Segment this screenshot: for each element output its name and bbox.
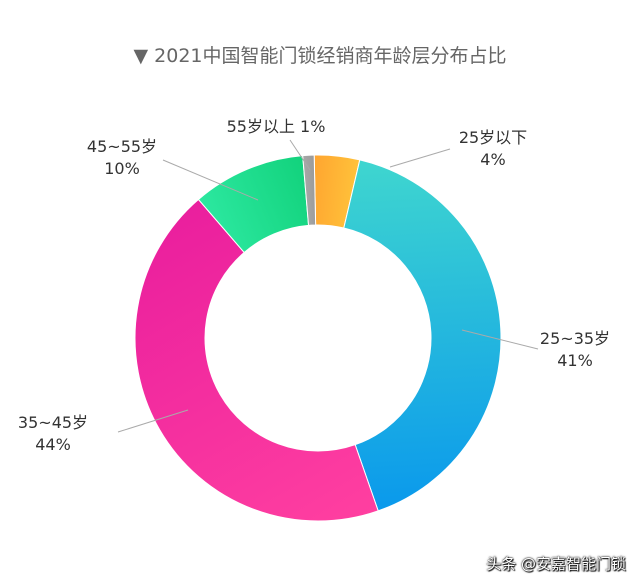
watermark: 头条 @安嘉智能门锁 — [486, 555, 626, 573]
slice-value-4: 10% — [104, 159, 140, 178]
donut-slice-5 — [302, 154, 317, 226]
leader-line-4 — [162, 159, 259, 201]
slice-value-1: 4% — [480, 150, 505, 169]
slice-value-2: 41% — [557, 351, 593, 370]
leader-line-3 — [117, 409, 189, 433]
donut-slice-2 — [343, 159, 502, 512]
slice-labels: 25岁以下 4% 25~35岁 41% 35~45岁 44% 45~55岁 10% 55岁以上 … — [18, 117, 610, 454]
leader-line-2 — [461, 329, 539, 350]
donut-slice-3 — [134, 198, 379, 522]
donut-slices — [134, 154, 502, 522]
slice-label-1: 25岁以下 — [459, 128, 527, 147]
slice-label-5: 55岁以上 1% — [227, 117, 326, 136]
slice-value-3: 44% — [35, 435, 71, 454]
slice-label-4: 45~55岁 — [87, 137, 157, 156]
chart-title: ▼ 2021中国智能门锁经销商年龄层分布占比 — [133, 45, 506, 67]
slice-label-2: 25~35岁 — [540, 329, 610, 348]
leader-line-5 — [289, 139, 311, 171]
leader-line-1 — [389, 148, 451, 168]
slice-label-3: 35~45岁 — [18, 413, 88, 432]
